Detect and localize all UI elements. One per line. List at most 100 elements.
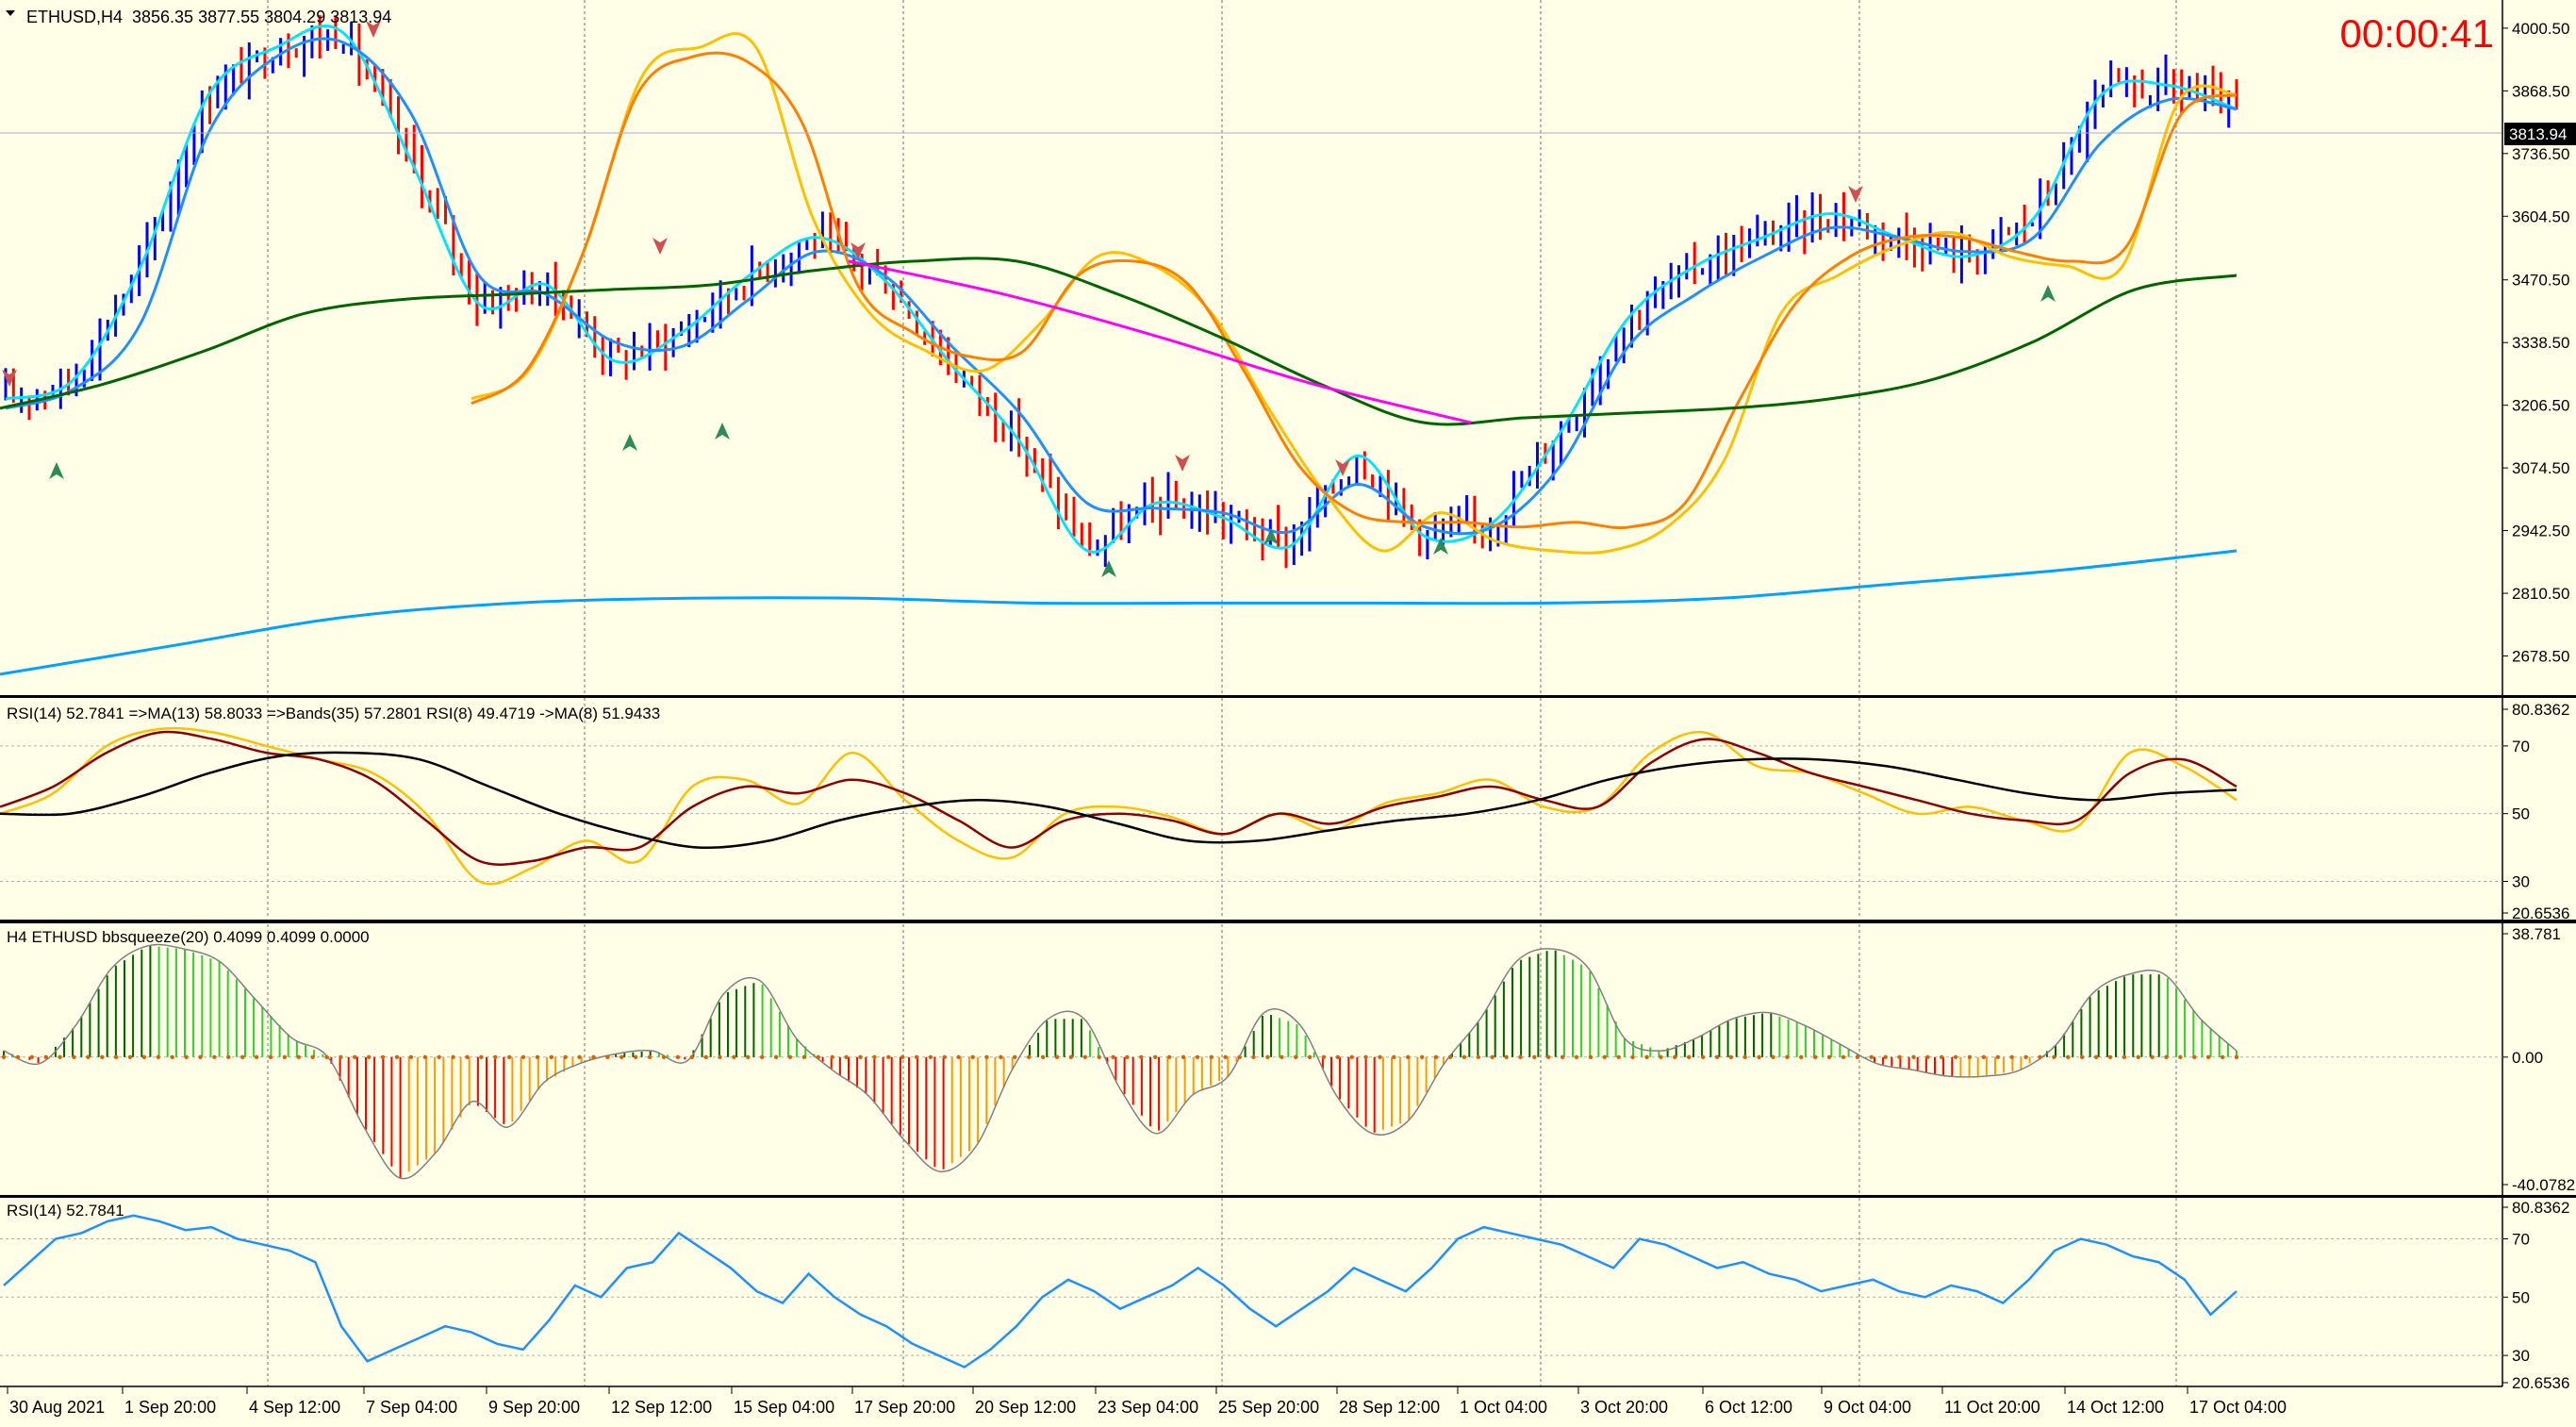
squeeze-dot	[718, 1054, 722, 1060]
rsi-composite-panel[interactable]	[0, 726, 2502, 886]
squeeze-dot	[1742, 1054, 1747, 1060]
squeeze-dot	[29, 1054, 34, 1060]
squeeze-dot	[886, 1054, 891, 1060]
squeeze-dot	[2234, 1054, 2239, 1060]
price-scale: 4000.50 3868.50 3736.50 3604.50 3470.50 3338.…	[2502, 20, 2575, 1392]
price-tick-label: 3604.50	[2512, 207, 2569, 225]
price-tick-label: 3338.50	[2512, 334, 2569, 352]
bbsqueeze-panel[interactable]	[0, 943, 2502, 1180]
time-tick-label: 17 Sep 20:00	[854, 1398, 955, 1417]
squeeze-dot	[493, 1054, 498, 1060]
price-panel[interactable]	[0, 15, 2502, 676]
squeeze-dot	[339, 1054, 343, 1060]
rsi14-tick-label: 80.8362	[2512, 1199, 2569, 1217]
squeeze-dot	[619, 1054, 624, 1060]
squeeze-dot	[507, 1054, 512, 1060]
squeeze-dot	[2150, 1054, 2155, 1060]
squeeze-dot	[2066, 1054, 2071, 1060]
squeeze-dot	[2220, 1054, 2225, 1060]
squeeze-dot	[732, 1054, 736, 1060]
squeeze-dot	[647, 1054, 652, 1060]
panel-borders	[0, 0, 2576, 1387]
sell-arrow-icon	[366, 21, 381, 38]
buy-arrow-icon	[2040, 285, 2056, 302]
squeeze-dot	[1166, 1054, 1172, 1060]
squeeze-dot	[1925, 1054, 1930, 1060]
ma_orange-line	[471, 51, 2237, 530]
squeeze-dot	[1785, 1054, 1790, 1060]
rsi14-tick-label: 20.6536	[2512, 1374, 2569, 1392]
price-tick-label: 3736.50	[2512, 145, 2569, 163]
squeeze-dot	[367, 1054, 372, 1060]
squeeze-dot	[520, 1054, 526, 1060]
buy-arrow-icon	[622, 434, 637, 451]
squeeze-dot	[1855, 1054, 1860, 1060]
squeeze-dot	[1461, 1054, 1467, 1060]
squeeze-dot	[2080, 1054, 2085, 1060]
squeeze-dot	[1335, 1054, 1341, 1060]
squeeze-dot	[984, 1054, 989, 1060]
time-tick-label: 15 Sep 04:00	[734, 1398, 834, 1417]
current-price-value: 3813.94	[2509, 125, 2567, 143]
price-tick-label: 2810.50	[2512, 585, 2569, 603]
squeeze-dot	[1420, 1054, 1425, 1060]
squeeze-dot	[2023, 1054, 2028, 1060]
time-tick-label: 7 Sep 04:00	[366, 1398, 457, 1417]
time-tick-label: 11 Oct 20:00	[1944, 1398, 2040, 1417]
squeeze-dot	[226, 1054, 231, 1060]
squeeze-dot	[1616, 1054, 1621, 1060]
squeeze-dot	[1897, 1054, 1902, 1060]
ma_mid-line	[5, 37, 2237, 536]
squeeze-dot	[254, 1054, 259, 1060]
squeeze-dot	[1869, 1054, 1874, 1060]
rsi_ma-line	[0, 730, 2237, 866]
squeeze-dot	[1940, 1054, 1944, 1060]
squeeze-dot	[942, 1054, 947, 1060]
squeeze-dot	[58, 1054, 62, 1060]
squeeze-dot	[1040, 1054, 1046, 1060]
price-tick-label: 3206.50	[2512, 397, 2569, 415]
squeeze-dot	[746, 1054, 751, 1060]
rsi-composite-tick-label: 20.6536	[2512, 904, 2569, 922]
squeeze-dot	[1237, 1054, 1242, 1060]
squeeze-dot	[2009, 1054, 2014, 1060]
squeeze-dot	[1673, 1054, 1677, 1060]
squeeze-dot	[156, 1054, 160, 1060]
price-tick-label: 2942.50	[2512, 523, 2569, 540]
squeeze-dot	[479, 1054, 484, 1060]
squeeze-dot	[408, 1054, 414, 1060]
squeeze-dot	[1406, 1054, 1411, 1060]
squeeze-dot	[1265, 1054, 1270, 1060]
squeeze-dot	[801, 1054, 807, 1060]
squeeze-dot	[72, 1054, 76, 1060]
squeeze-dot	[2136, 1054, 2140, 1060]
squeeze-dot	[1981, 1054, 1987, 1060]
squeeze-dot	[816, 1054, 820, 1060]
squeeze-dot	[1027, 1054, 1032, 1060]
squeeze-dot	[1082, 1054, 1088, 1060]
squeeze-dot	[1883, 1054, 1888, 1060]
squeeze-dot	[1447, 1054, 1453, 1060]
time-tick-label: 30 Aug 2021	[9, 1398, 105, 1417]
squeeze-dot	[872, 1054, 877, 1060]
symbol-timeframe-label: ETHUSD,H4	[26, 8, 123, 26]
squeeze-dot	[113, 1054, 119, 1060]
squeeze-dot	[2107, 1054, 2113, 1060]
squeeze-dot	[2164, 1054, 2169, 1060]
time-tick-label: 9 Oct 04:00	[1824, 1398, 1911, 1417]
squeeze-dot	[773, 1054, 779, 1060]
squeeze-dot	[198, 1054, 203, 1060]
squeeze-dot	[1223, 1054, 1228, 1060]
squeeze-dot	[1813, 1054, 1818, 1060]
squeeze-dot	[900, 1054, 905, 1060]
squeeze-dot	[1546, 1054, 1551, 1060]
squeeze-dot	[1644, 1054, 1649, 1060]
buy-arrow-icon	[715, 423, 730, 440]
chart-menu-triangle-icon[interactable]	[6, 10, 15, 16]
rsi14-panel[interactable]	[0, 1214, 2502, 1369]
squeeze-dot	[1630, 1054, 1635, 1060]
bbsqueeze-tick-label: 38.781	[2512, 925, 2561, 943]
squeeze-dot	[634, 1054, 638, 1060]
